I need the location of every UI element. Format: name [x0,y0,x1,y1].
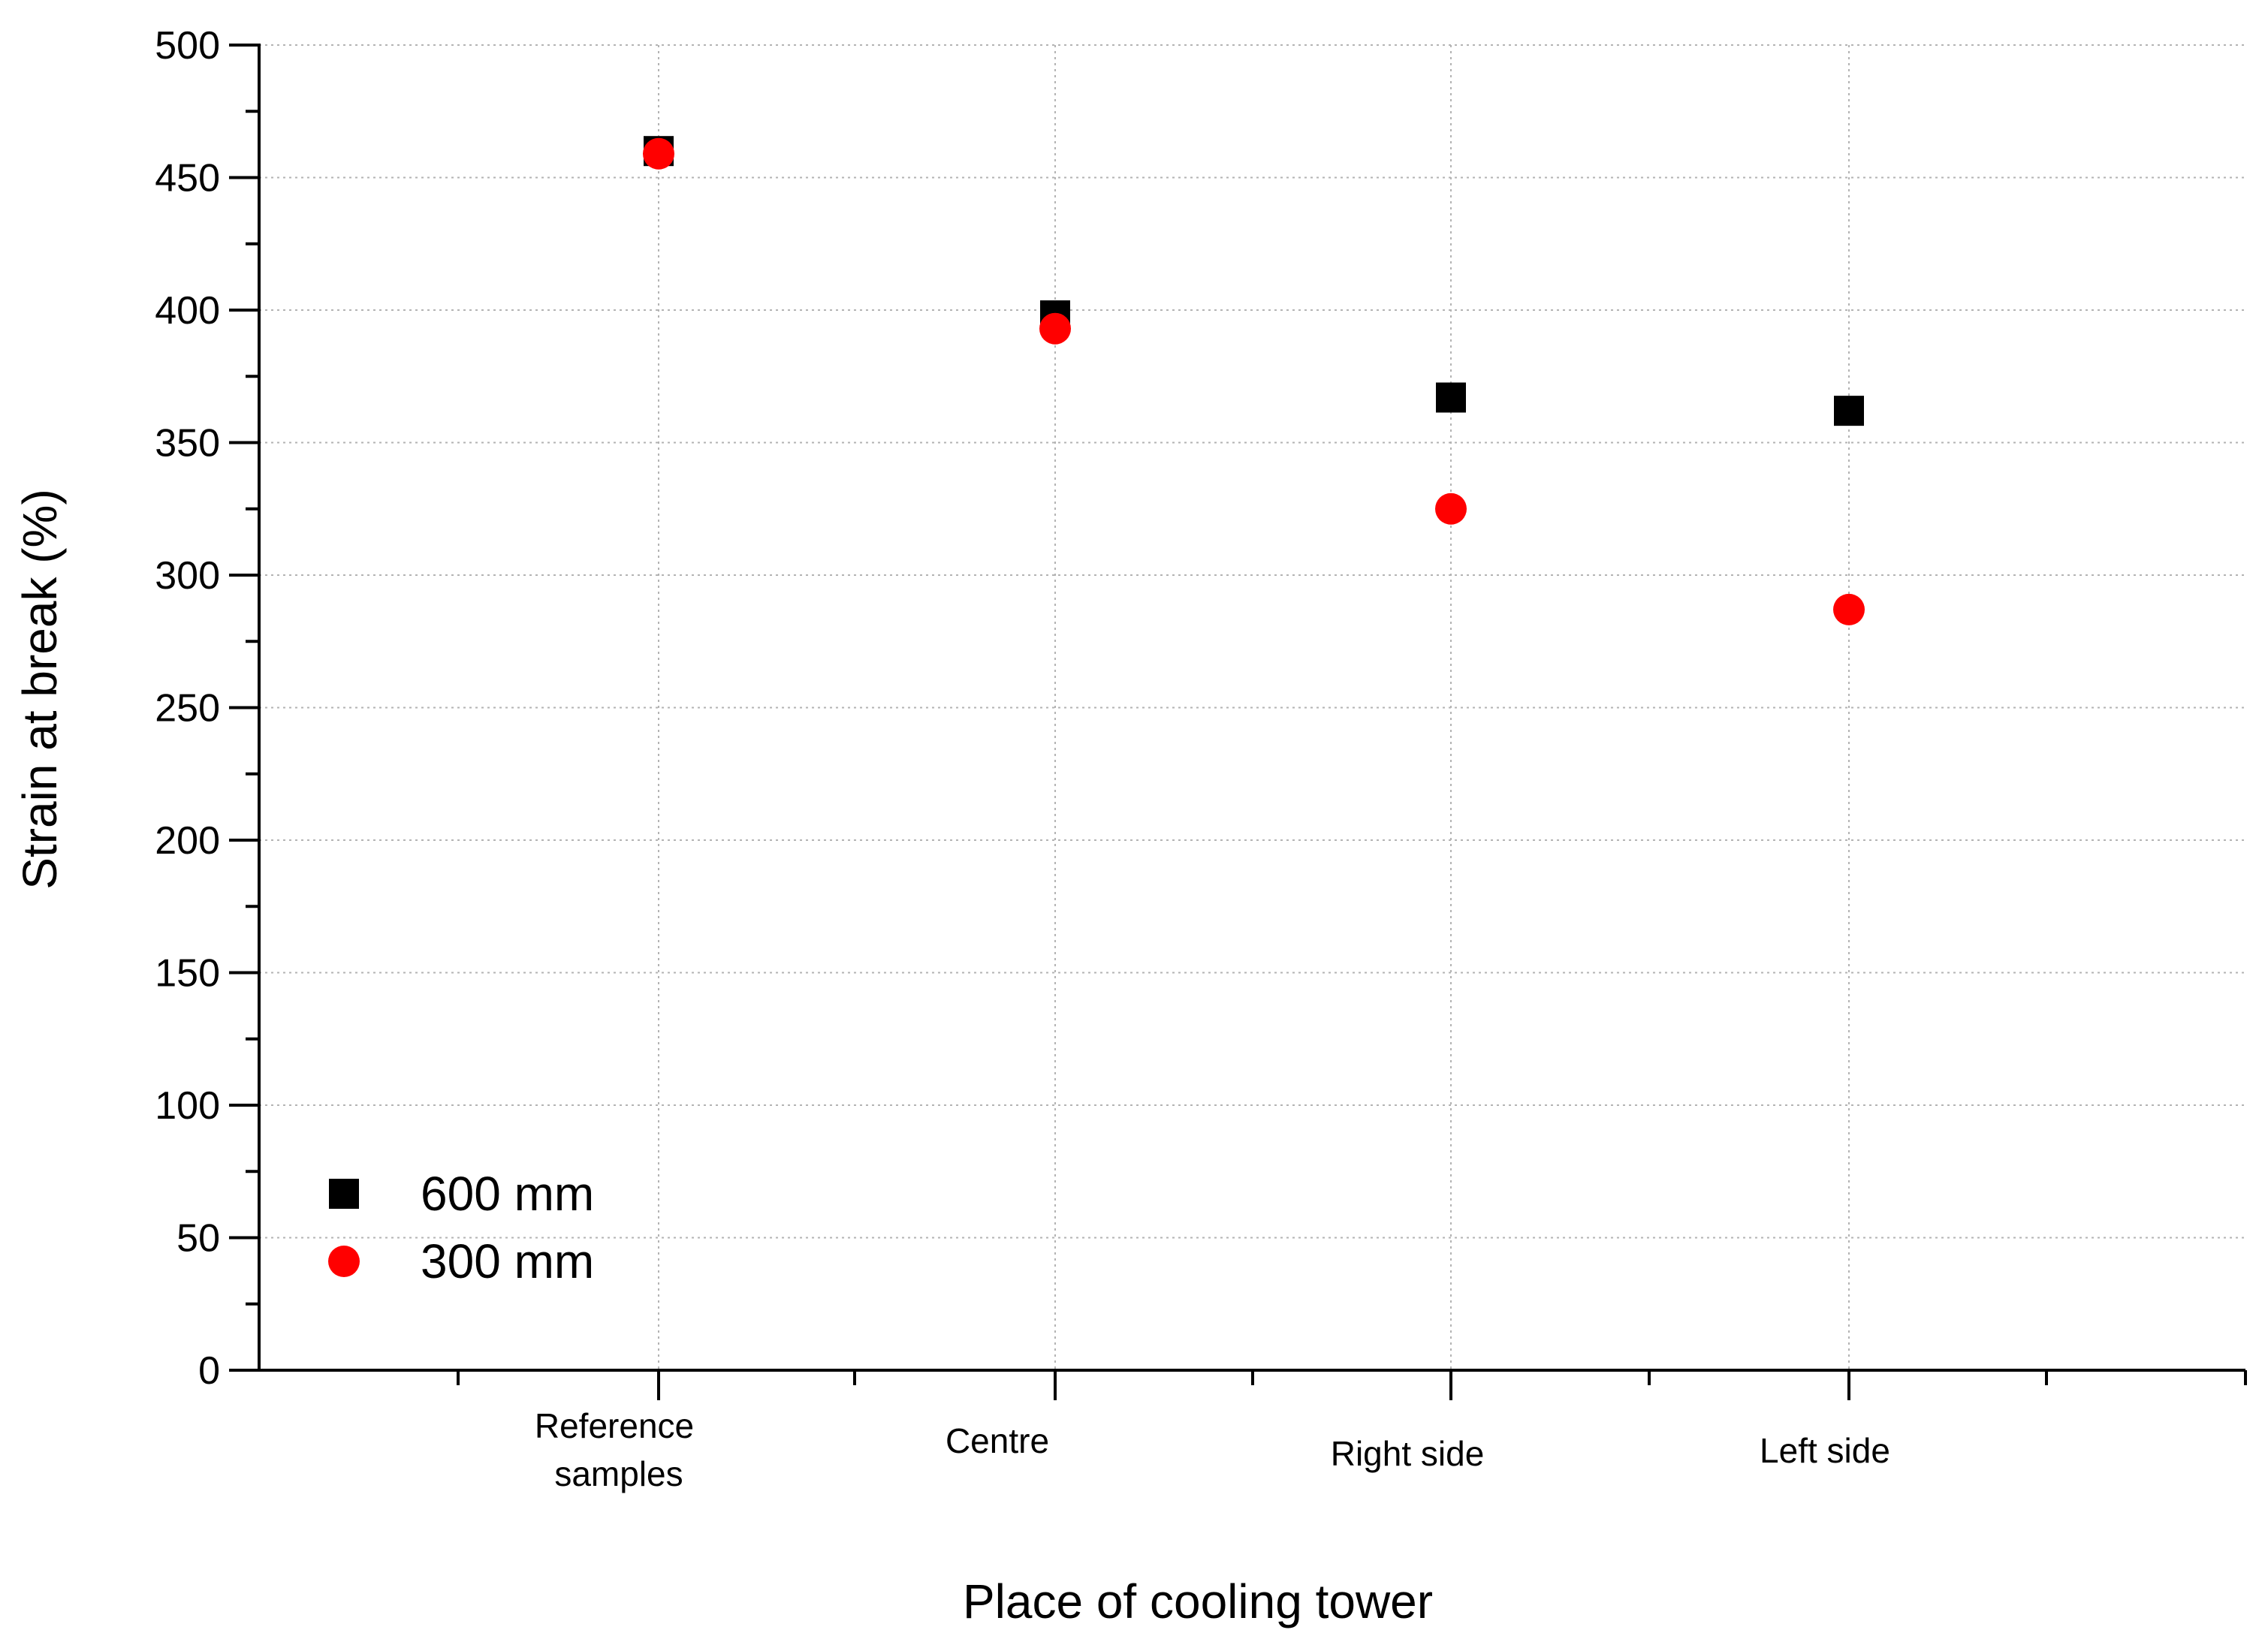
legend-label-300mm: 300 mm [421,1234,594,1288]
axes-layer [229,44,2247,1400]
y-tick-label: 400 [155,289,220,333]
y-tick-label: 200 [155,819,220,863]
x-tick-label: Centre [946,1421,1049,1460]
points-layer [643,136,1865,625]
x-axis-title: Place of cooling tower [963,1574,1433,1628]
x-tick-label: Reference samples [535,1406,694,1493]
y-tick-label: 50 [176,1217,220,1261]
data-point-300mm [1039,312,1071,345]
y-tick-label: 0 [198,1349,220,1393]
data-point-300mm [643,137,674,170]
x-tick-label-line: Right side [1331,1434,1485,1473]
x-tick-label-line: Centre [946,1421,1049,1460]
y-axis-title: Strain at break (%) [13,489,67,890]
y-tick-label: 250 [155,687,220,731]
x-tick-label-line: Reference [535,1406,694,1445]
legend-marker-300mm [328,1246,360,1277]
data-point-600mm [1834,396,1864,426]
labels-layer: 0 50 100 150 200 250 300 350 400 450 500 Reference s… [155,24,1890,1493]
legend-label-600mm: 600 mm [421,1167,594,1221]
y-tick-label: 500 [155,24,220,68]
y-tick-label: 150 [155,952,220,996]
y-tick-label: 350 [155,422,220,465]
x-tick-label-line: Left side [1760,1431,1890,1470]
y-tick-label: 100 [155,1084,220,1128]
data-point-300mm [1435,493,1467,525]
data-point-600mm [1436,382,1466,413]
x-tick-label: Left side [1760,1431,1890,1470]
legend: 600 mm 300 mm [328,1167,594,1288]
data-point-300mm [1833,593,1865,625]
grid-layer [259,44,2245,1370]
legend-marker-600mm [329,1179,359,1209]
y-tick-label: 300 [155,554,220,598]
x-tick-label-line: samples [554,1454,683,1493]
y-tick-label: 450 [155,157,220,200]
x-tick-label: Right side [1331,1434,1485,1473]
